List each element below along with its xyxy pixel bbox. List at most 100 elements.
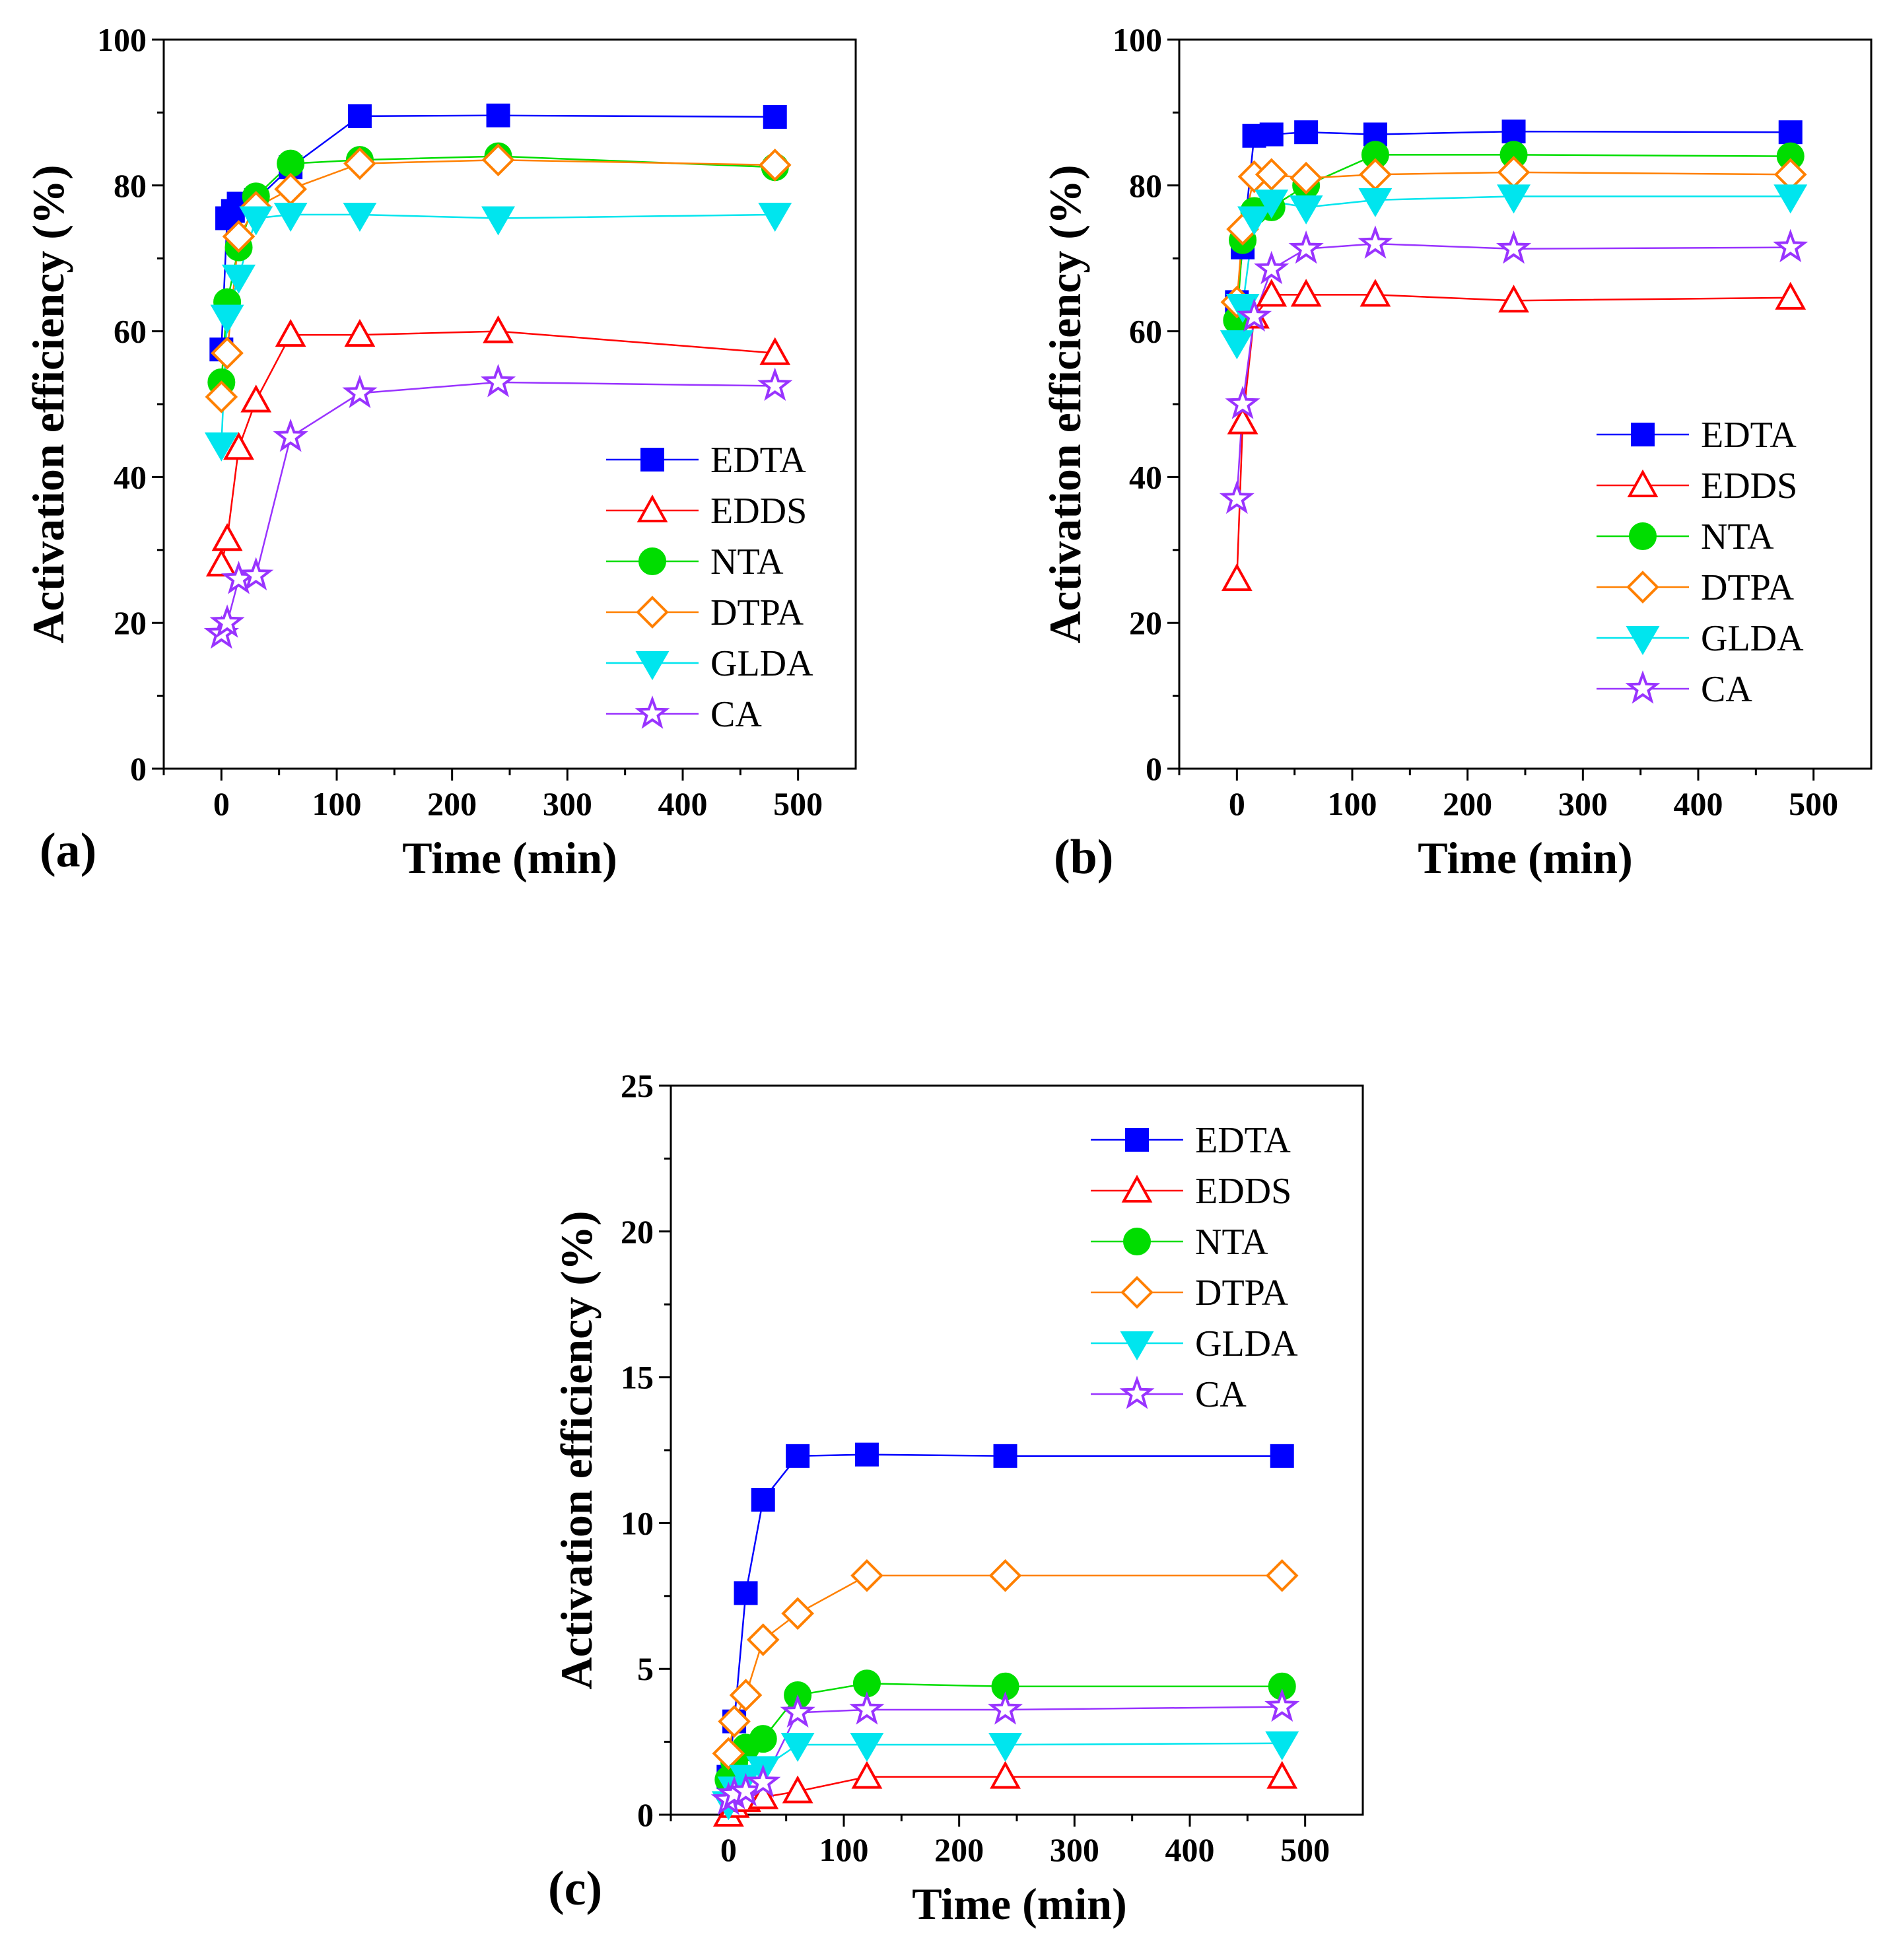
x-tick-label: 100: [819, 1831, 869, 1868]
data-point-dtpa: [712, 1737, 745, 1770]
series-markers-ca: [1219, 225, 1808, 514]
data-point-glda: [1265, 1731, 1299, 1761]
data-point-edds: [1290, 279, 1322, 307]
data-point-glda: [239, 206, 273, 236]
data-point-edta: [1778, 120, 1803, 145]
data-point-edta: [486, 103, 510, 127]
y-tick-label: 0: [130, 750, 147, 787]
legend-label-nta: NTA: [1701, 516, 1774, 557]
legend-label-nta: NTA: [710, 542, 784, 582]
data-point-edds: [1360, 279, 1391, 307]
series-line-glda: [1236, 195, 1791, 343]
y-tick-label: 60: [1129, 313, 1162, 350]
data-point-edta: [734, 1581, 758, 1605]
data-point-glda: [1225, 293, 1260, 323]
data-point-glda: [1220, 330, 1254, 360]
data-point-glda: [481, 206, 516, 236]
series-glda: [1236, 195, 1791, 343]
series-dtpa: [728, 1574, 1282, 1754]
y-axis-title: Activation efficiency (%): [1040, 164, 1090, 643]
panel-label: (c): [548, 1862, 602, 1916]
series-ca: [1236, 242, 1791, 499]
x-tick-label: 0: [720, 1831, 737, 1868]
y-axis-title: Activation efficiency (%): [551, 1210, 602, 1689]
legend-marker-ca: [1625, 670, 1661, 704]
data-point-edds: [1498, 285, 1529, 313]
legend-marker-edta: [1125, 1128, 1149, 1152]
x-tick-label: 100: [1328, 785, 1377, 822]
data-point-edds: [205, 548, 237, 577]
legend-marker-dtpa: [636, 596, 669, 629]
series-markers-glda: [204, 202, 792, 462]
data-point-dtpa: [988, 1559, 1022, 1592]
series-line-ca: [221, 381, 775, 635]
legend-label-edta: EDTA: [1701, 415, 1797, 456]
x-tick-label: 300: [1558, 785, 1608, 822]
data-point-edds: [990, 1761, 1021, 1789]
series-markers-ca: [710, 1688, 1300, 1815]
data-point-glda: [758, 202, 792, 232]
data-point-edds: [240, 384, 272, 413]
data-point-dtpa: [1255, 158, 1288, 192]
legend-marker-nta: [1629, 522, 1657, 550]
series-line-ca: [1236, 242, 1791, 499]
legend: EDTA EDDS NTA DTPA GLDA CA: [606, 440, 813, 735]
x-tick-label: 0: [1229, 785, 1245, 822]
x-tick-label: 300: [543, 785, 592, 822]
data-point-edds: [851, 1761, 883, 1789]
series-markers-dtpa: [205, 143, 792, 413]
legend-marker-ca: [1119, 1376, 1155, 1409]
data-point-dtpa: [729, 1679, 763, 1712]
series-line-dtpa: [221, 158, 775, 398]
data-point-ca: [1358, 225, 1393, 259]
legend-label-edta: EDTA: [1195, 1120, 1291, 1161]
data-point-ca: [238, 557, 274, 591]
y-axis-title: Activation efficiency (%): [23, 164, 73, 643]
y-tick-label: 40: [114, 458, 147, 495]
data-point-edds: [759, 337, 791, 365]
data-point-dtpa: [746, 1623, 780, 1656]
x-tick-label: 200: [1443, 785, 1492, 822]
y-tick-label: 25: [621, 1067, 654, 1104]
data-point-ca: [1288, 230, 1324, 264]
x-axis-title: Time (min): [1418, 833, 1633, 883]
legend-marker-edds: [1627, 469, 1659, 497]
data-point-dtpa: [1265, 1559, 1299, 1592]
legend-label-edds: EDDS: [710, 491, 807, 532]
x-tick-label: 500: [1789, 785, 1838, 822]
x-tick-label: 0: [213, 785, 230, 822]
legend-label-dtpa: DTPA: [710, 592, 804, 633]
y-tick-label: 40: [1129, 458, 1162, 495]
legend-label-dtpa: DTPA: [1701, 567, 1795, 608]
data-point-ca: [1254, 250, 1290, 285]
data-point-glda: [1289, 195, 1323, 225]
data-point-ca: [342, 374, 378, 409]
legend-marker-dtpa: [1120, 1276, 1153, 1309]
legend-label-edta: EDTA: [710, 440, 806, 481]
y-tick-label: 5: [637, 1650, 654, 1687]
data-point-nta: [749, 1725, 777, 1753]
y-tick-label: 10: [621, 1504, 654, 1541]
legend-marker-nta: [638, 547, 666, 575]
data-point-dtpa: [850, 1559, 883, 1592]
data-point-glda: [988, 1733, 1023, 1763]
y-tick-label: 20: [1129, 604, 1162, 641]
chart-panel-c: 0 100 200 300 400 500 0 5 10 15 20 25 Time (min) Acti…: [548, 1067, 1364, 1929]
data-point-glda: [1497, 184, 1531, 214]
data-point-dtpa: [758, 149, 792, 182]
data-point-dtpa: [481, 143, 515, 176]
series-markers-glda: [1220, 184, 1808, 360]
data-point-nta: [277, 149, 305, 178]
series-markers-edds: [205, 315, 791, 577]
y-tick-label: 80: [1129, 167, 1162, 204]
series-edds: [221, 330, 775, 565]
legend-label-edds: EDDS: [1195, 1171, 1291, 1212]
y-tick-label: 20: [621, 1213, 654, 1250]
legend-marker-edta: [640, 448, 664, 472]
legend-marker-glda: [1626, 626, 1660, 655]
data-point-edds: [1256, 279, 1288, 307]
data-point-edds: [1221, 563, 1253, 591]
data-point-ca: [849, 1691, 885, 1725]
data-point-edds: [1266, 1761, 1298, 1789]
